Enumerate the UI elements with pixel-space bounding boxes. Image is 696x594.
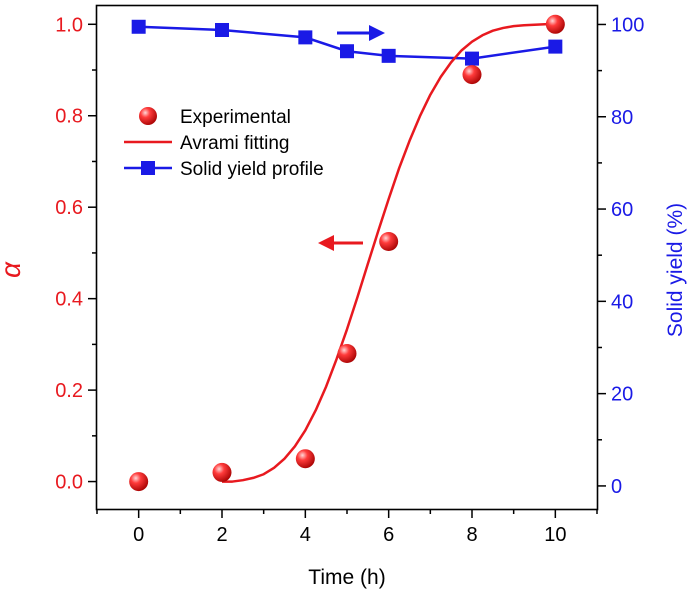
legend: Experimental Avrami fitting Solid yield … xyxy=(124,107,324,180)
right-arrow-head xyxy=(369,25,385,41)
left-axis-ticks: 0.0 0.2 0.4 0.6 0.8 1.0 xyxy=(55,14,97,494)
experimental-point xyxy=(462,65,482,85)
legend-solid-yield-marker xyxy=(141,161,155,175)
solid-yield-point xyxy=(548,39,563,54)
plot-frame xyxy=(95,4,599,511)
x-tick-label: 10 xyxy=(544,524,566,546)
x-tick-label: 0 xyxy=(133,524,144,546)
solid-yield-point xyxy=(340,44,354,59)
x-axis-ticks: 0 2 4 6 8 10 xyxy=(96,509,598,546)
right-axis-ticks: 0 20 40 60 80 100 xyxy=(597,14,644,498)
right-y-tick-label: 20 xyxy=(611,384,633,406)
left-y-tick-label: 0.6 xyxy=(55,197,83,219)
legend-experimental-marker xyxy=(139,107,157,125)
right-y-tick-label: 100 xyxy=(611,14,644,36)
left-axis-label: α xyxy=(0,261,26,278)
right-y-tick-label: 60 xyxy=(611,199,633,221)
experimental-point xyxy=(545,14,565,34)
x-tick-label: 2 xyxy=(216,524,227,546)
right-y-tick-label: 0 xyxy=(611,476,622,498)
left-y-tick-label: 0.0 xyxy=(55,472,83,494)
left-y-tick-label: 0.8 xyxy=(55,106,83,128)
left-y-tick-label: 0.4 xyxy=(55,289,83,311)
experimental-point xyxy=(379,231,399,251)
x-tick-label: 4 xyxy=(300,524,311,546)
solid-yield-point xyxy=(131,19,146,34)
right-y-tick-label: 80 xyxy=(611,107,633,129)
solid-yield-point xyxy=(298,30,313,45)
series-avrami-fitting-line xyxy=(222,23,556,483)
x-axis-label: Time (h) xyxy=(308,566,385,589)
x-tick-label: 8 xyxy=(466,524,477,546)
x-tick-label: 6 xyxy=(383,524,394,546)
solid-yield-point xyxy=(215,22,229,37)
experimental-point xyxy=(129,472,149,492)
right-axis-label: Solid yield (%) xyxy=(664,203,687,337)
annotations xyxy=(318,25,385,251)
legend-symbol-solid-yield-profile xyxy=(124,161,172,175)
series-layer xyxy=(129,14,565,492)
left-y-tick-label: 0.2 xyxy=(55,380,83,402)
legend-label-solid-yield-profile: Solid yield profile xyxy=(180,159,324,180)
experimental-point xyxy=(295,449,315,469)
experimental-point xyxy=(337,344,357,364)
solid-yield-point xyxy=(465,51,479,66)
left-y-tick-label: 1.0 xyxy=(55,14,83,36)
left-arrow-head xyxy=(318,235,334,251)
legend-label-avrami-fitting: Avrami fitting xyxy=(180,133,289,154)
experimental-point xyxy=(212,462,232,482)
legend-symbol-experimental xyxy=(139,107,157,125)
legend-label-experimental: Experimental xyxy=(180,107,291,128)
right-y-tick-label: 40 xyxy=(611,291,633,313)
solid-yield-point xyxy=(381,48,396,63)
